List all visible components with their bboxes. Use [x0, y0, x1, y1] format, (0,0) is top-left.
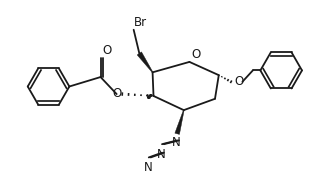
- Text: N: N: [157, 148, 165, 161]
- Text: Br: Br: [134, 16, 147, 29]
- Polygon shape: [137, 52, 153, 73]
- Polygon shape: [175, 110, 184, 134]
- Text: O: O: [235, 75, 244, 88]
- Text: O: O: [191, 48, 201, 61]
- Text: O: O: [112, 87, 121, 100]
- Text: N: N: [143, 161, 152, 174]
- Text: N: N: [172, 136, 181, 149]
- Text: O: O: [102, 44, 112, 57]
